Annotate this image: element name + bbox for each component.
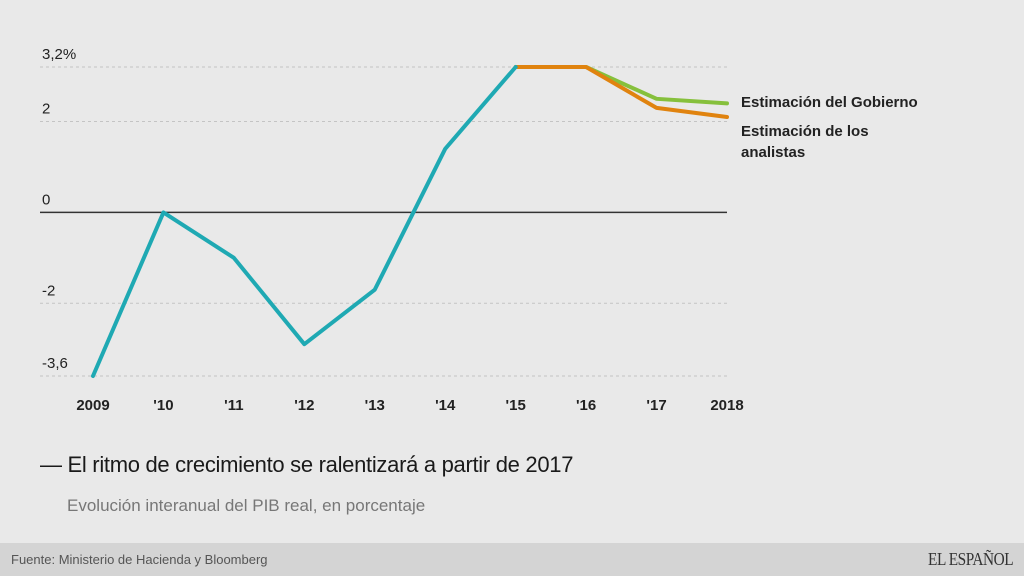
chart: 3,2% 2 0 -2 -3,6 2009 '10 '11 '12 '13 '14 '15 '16 '1… xyxy=(40,46,918,414)
title-dash: — xyxy=(40,452,62,477)
x-tick-label: '11 xyxy=(224,397,243,414)
legend-label-line: analistas xyxy=(741,144,805,161)
y-tick-label: -3,6 xyxy=(42,355,68,372)
grid-lines xyxy=(40,66,727,377)
x-tick-label: '17 xyxy=(646,397,666,414)
y-tick-label: 3,2% xyxy=(42,46,76,63)
x-tick-label: '16 xyxy=(576,397,596,414)
footer: Fuente: Ministerio de Hacienda y Bloombe… xyxy=(0,543,1024,576)
brand-logo: EL ESPAÑOL xyxy=(927,549,1014,569)
source-text: Fuente: Ministerio de Hacienda y Bloombe… xyxy=(11,552,268,567)
chart-subtitle: Evolución interanual del PIB real, en po… xyxy=(67,496,426,515)
series-line-2 xyxy=(513,65,729,119)
title-text: El ritmo de crecimiento se ralentizará a… xyxy=(67,452,574,477)
x-axis-ticks: 2009 '10 '11 '12 '13 '14 '15 '16 '17 2018 xyxy=(76,397,743,414)
legend-label-line: Estimación de los xyxy=(741,123,869,140)
x-tick-label: '14 xyxy=(435,397,456,414)
x-tick-label: 2009 xyxy=(76,397,109,414)
x-tick-label: '15 xyxy=(506,397,526,414)
y-axis-ticks: 3,2% 2 0 -2 -3,6 xyxy=(42,46,76,372)
y-tick-label: 0 xyxy=(42,191,50,208)
x-tick-label: '13 xyxy=(365,397,385,414)
y-tick-label: -2 xyxy=(42,282,55,299)
series-line-0 xyxy=(91,65,518,378)
x-tick-label: '10 xyxy=(153,397,173,414)
legend: Estimación del Gobierno Estimación de los… xyxy=(741,94,918,161)
y-tick-label: 2 xyxy=(42,101,50,118)
chart-title: — El ritmo de crecimiento se ralentizará… xyxy=(40,452,573,478)
legend-label: Estimación del Gobierno xyxy=(741,94,918,111)
legend-label-line: Estimación del Gobierno xyxy=(741,94,918,111)
legend-label: Estimación de los analistas xyxy=(741,123,869,161)
x-tick-label: 2018 xyxy=(710,397,743,414)
x-tick-label: '12 xyxy=(294,397,314,414)
series-lines xyxy=(91,65,729,378)
